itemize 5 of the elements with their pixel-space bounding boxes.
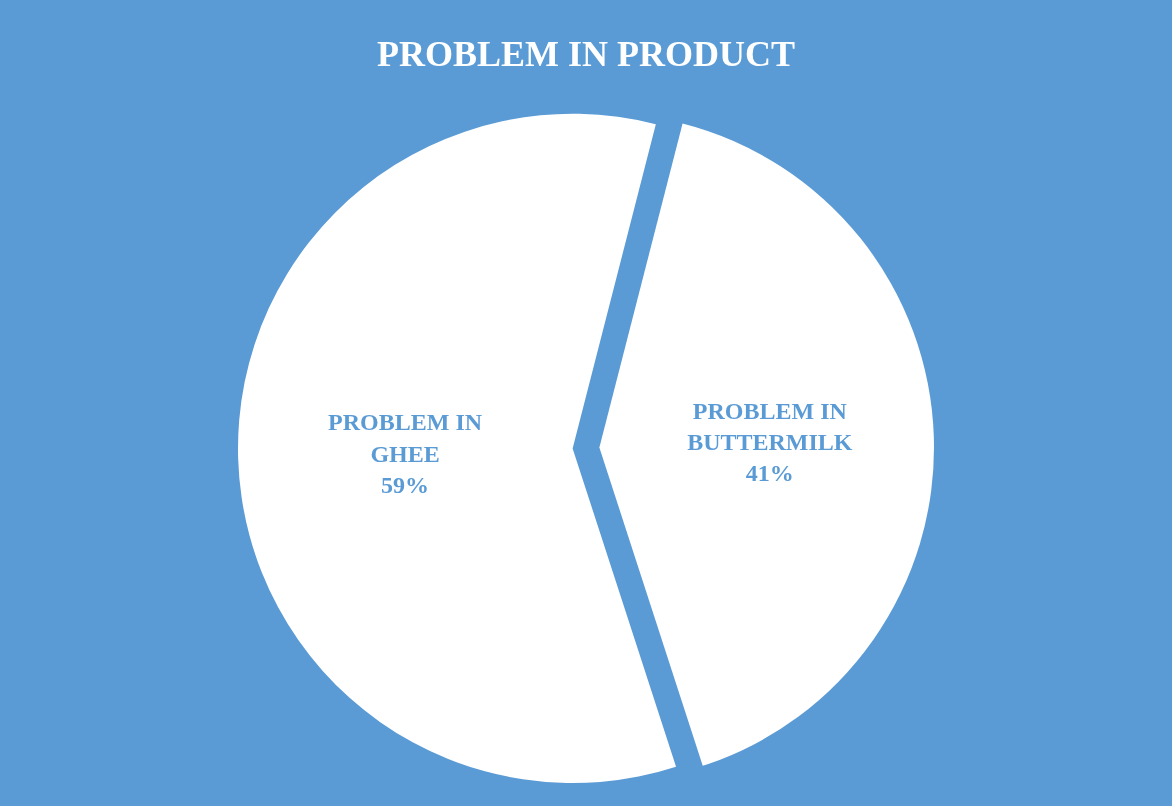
- slice-label: PROBLEM IN BUTTERMILK: [687, 398, 853, 456]
- data-label: 59%: [381, 471, 430, 498]
- slice-label: PROBLEM IN GHEE: [328, 409, 483, 467]
- chart-title: PROBLEM IN PRODUCT: [376, 33, 796, 74]
- data-label: 41%: [745, 460, 794, 487]
